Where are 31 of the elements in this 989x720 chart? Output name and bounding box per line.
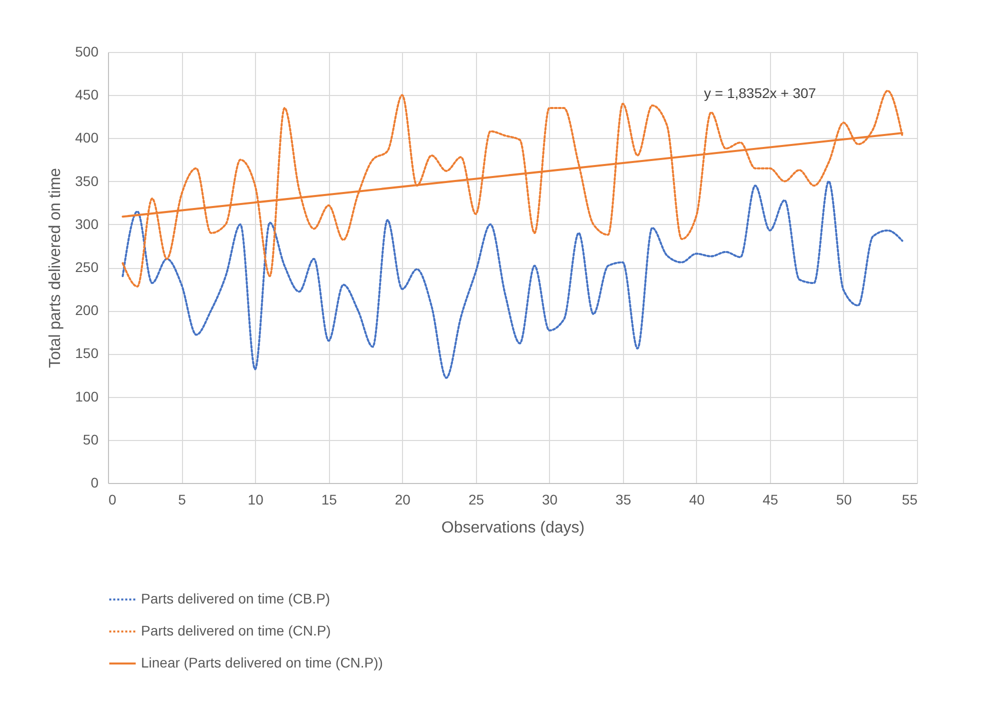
- x-tick-label: 50: [836, 492, 852, 508]
- x-tick-label: 35: [616, 492, 632, 508]
- legend-label: Linear (Parts delivered on time (CN.P)): [141, 654, 383, 670]
- y-tick-label: 250: [75, 259, 99, 275]
- x-axis-title: Observations (days): [441, 520, 585, 536]
- x-tick-label: 20: [394, 492, 411, 508]
- y-tick-label: 50: [82, 431, 99, 448]
- y-tick-label: 100: [75, 388, 99, 404]
- x-tick-label: 40: [689, 492, 705, 508]
- line-series: [122, 90, 904, 288]
- x-tick-label: 10: [248, 492, 264, 508]
- y-tick-label: 450: [75, 86, 99, 103]
- x-tick-label: 30: [542, 492, 558, 508]
- x-tick-label: 55: [902, 492, 918, 508]
- y-axis-title: Total parts delivered on time: [47, 168, 64, 368]
- x-tick-label: 5: [178, 492, 186, 508]
- y-tick-label: 300: [75, 216, 99, 232]
- y-tick-label: 500: [75, 44, 99, 60]
- line-series: [122, 180, 904, 379]
- x-tick-label: 15: [321, 492, 338, 508]
- x-tick-label: 25: [468, 492, 484, 508]
- x-tick-label: 0: [108, 492, 116, 508]
- y-tick-label: 150: [75, 345, 99, 362]
- y-tick-label: 0: [90, 474, 99, 490]
- annotation: y = 1,8352x + 307: [704, 85, 816, 101]
- y-tick-label: 400: [75, 130, 99, 146]
- y-tick-label: 200: [75, 302, 99, 318]
- x-tick-label: 45: [762, 492, 778, 508]
- legend-label: Parts delivered on time (CB.P): [141, 590, 330, 606]
- legend-label: Parts delivered on time (CN.P): [141, 622, 331, 638]
- y-tick-label: 350: [75, 172, 99, 189]
